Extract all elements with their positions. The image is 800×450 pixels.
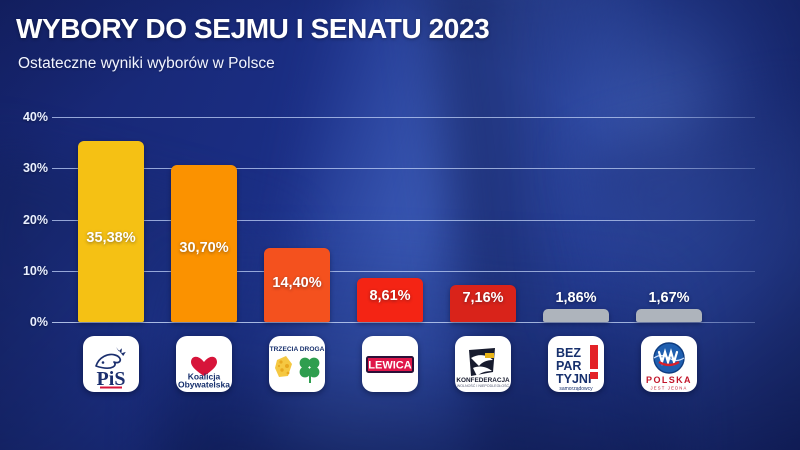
y-axis-tick-label: 40%: [22, 110, 48, 124]
bar-group[interactable]: 1,86%: [543, 90, 609, 322]
pis-logo-icon[interactable]: PiS PiS: [83, 336, 139, 392]
page-subtitle: Ostateczne wyniki wyborów w Polsce: [18, 55, 275, 73]
bar[interactable]: [357, 278, 423, 322]
svg-text:Obywatelska: Obywatelska: [178, 380, 230, 390]
header: WYBORY DO SEJMU I SENATU 2023 Ostateczne…: [16, 13, 784, 73]
bar[interactable]: [450, 285, 516, 322]
bar-value-label: 14,40%: [272, 275, 322, 291]
bar-value-label: 8,61%: [369, 288, 411, 304]
bezpartyjni-logo-icon[interactable]: BEZ PAR TYJNI samorządowcy Bezpartyjni S…: [548, 336, 604, 392]
bar-group[interactable]: 7,16%: [450, 90, 516, 322]
gridline: [52, 219, 755, 221]
svg-text:BEZ: BEZ: [556, 346, 581, 360]
party-logo-strip: PiS PiS Koalicja Obywatelska Koalicja Ob…: [0, 336, 800, 398]
bar[interactable]: [171, 165, 237, 322]
y-axis-tick-label: 30%: [22, 161, 48, 176]
bar[interactable]: [636, 309, 702, 322]
bar-group[interactable]: 30,70%: [171, 90, 237, 322]
bar[interactable]: [543, 309, 609, 322]
page-title: WYBORY DO SEJMU I SENATU 2023: [16, 13, 490, 44]
gridline: [52, 117, 755, 118]
gridline: [52, 168, 755, 170]
bar-value-label: 1,86%: [555, 290, 597, 306]
bar-value-label: 7,16%: [462, 290, 504, 306]
gridline: [52, 270, 755, 272]
chart-plot-area: 0% 10% 20% 30% 40% 35,38% 30,70% 14,40% 8,61% 7,…: [0, 108, 800, 340]
gridline: [52, 322, 755, 323]
y-axis-tick-label: 20%: [22, 212, 48, 227]
svg-text:JEST JEDNA: JEST JEDNA: [650, 386, 687, 391]
y-axis-tick-label: 10%: [22, 263, 48, 278]
bar-group[interactable]: 1,67%: [636, 90, 702, 322]
bar-value-label: 1,67%: [648, 290, 690, 306]
bar-group[interactable]: 14,40%: [264, 90, 330, 322]
svg-text:Koalicja: Koalicja: [188, 372, 221, 382]
bar-value-label: 35,38%: [86, 230, 136, 246]
polska-jest-jedna-logo-icon[interactable]: POLSKA JEST JEDNA Polska Jest Jedna: [641, 336, 697, 392]
svg-text:WOLNOŚĆ I NIEPODLEGŁOŚĆ: WOLNOŚĆ I NIEPODLEGŁOŚĆ: [457, 383, 510, 388]
bar-series: 35,38% 30,70% 14,40% 8,61% 7,16% 1,86% 1,67%: [0, 108, 800, 340]
svg-text:samorządowcy: samorządowcy: [559, 386, 593, 392]
lewica-logo-icon[interactable]: LEWICA Lewica: [362, 336, 418, 392]
y-axis-tick-label: 0%: [29, 315, 48, 329]
svg-text:PiS: PiS: [97, 368, 126, 390]
trzecia-droga-logo-icon[interactable]: TRZECIA DROGA Trzecia Droga: [269, 336, 325, 392]
svg-text:KONFEDERACJA: KONFEDERACJA: [456, 377, 510, 384]
bar-value-label: 30,70%: [179, 240, 229, 256]
bar[interactable]: [78, 141, 144, 322]
svg-text:TRZECIA DROGA: TRZECIA DROGA: [270, 346, 325, 353]
konfederacja-logo-icon[interactable]: KONFEDERACJA WOLNOŚĆ I NIEPODLEGŁOŚĆ Kon…: [455, 336, 511, 392]
svg-text:POLSKA: POLSKA: [646, 375, 692, 385]
koalicja-obywatelska-logo-icon[interactable]: Koalicja Obywatelska Koalicja Obywatelsk…: [176, 336, 232, 392]
bar-group[interactable]: 8,61%: [357, 90, 423, 322]
bar-group[interactable]: 35,38%: [78, 90, 144, 322]
svg-text:PAR: PAR: [556, 359, 581, 373]
svg-text:LEWICA: LEWICA: [368, 360, 411, 372]
bar[interactable]: [264, 248, 330, 322]
svg-text:TYJNI: TYJNI: [556, 372, 591, 386]
